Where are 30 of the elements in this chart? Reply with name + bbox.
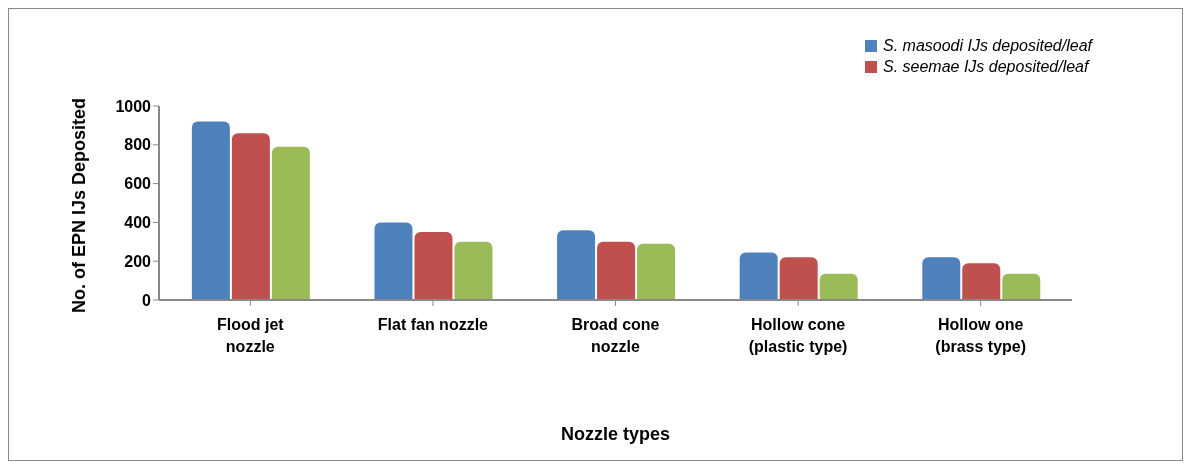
- x-tick-label: Hollow cone (plastic type): [748, 316, 848, 355]
- y-tick-label: 1000: [115, 97, 152, 115]
- legend-label: S. masoodi IJs deposited/leaf: [882, 37, 1092, 55]
- bar: [739, 252, 778, 300]
- bar: [962, 263, 1001, 300]
- x-tick-label: Flood jet nozzle: [216, 316, 285, 355]
- x-tick-label: Hollow one (brass type): [935, 316, 1027, 355]
- bar: [597, 241, 636, 300]
- bar: [1002, 273, 1041, 300]
- bar: [271, 146, 310, 300]
- y-tick-label: 800: [124, 136, 152, 154]
- bar: [922, 257, 961, 300]
- bar: [231, 133, 270, 300]
- x-tick-label: Broad cone nozzle: [571, 316, 660, 355]
- legend-label: S. seemae IJs deposited/leaf: [882, 58, 1089, 76]
- bar: [557, 230, 596, 300]
- y-tick-label: 400: [124, 214, 152, 232]
- bar: [779, 257, 818, 300]
- bar: [454, 241, 493, 300]
- bar: [637, 243, 676, 300]
- y-axis-title: No. of EPN IJs Deposited: [69, 97, 90, 313]
- x-axis-title: Nozzle types: [560, 424, 671, 444]
- y-tick-label: 600: [124, 175, 152, 193]
- bar: [374, 222, 413, 300]
- bar: [819, 273, 858, 300]
- x-tick-label: Flat fan nozzle: [377, 316, 489, 333]
- bar: [414, 232, 453, 300]
- bar: [191, 121, 230, 300]
- y-tick-label: 0: [142, 291, 152, 309]
- y-tick-label: 200: [124, 252, 152, 270]
